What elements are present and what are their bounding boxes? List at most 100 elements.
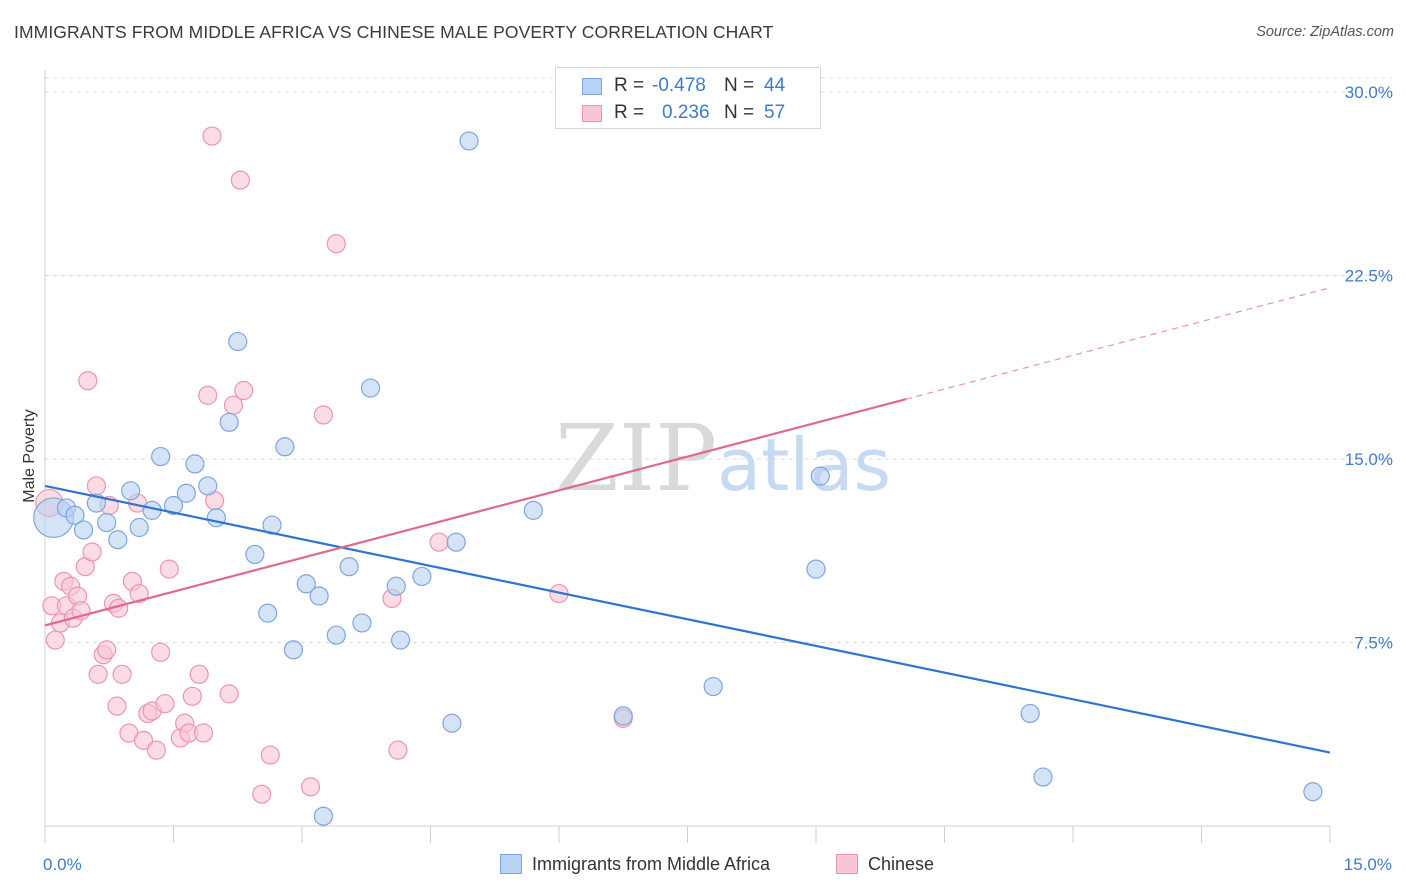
middle-africa-point: [121, 481, 141, 501]
legend-r-value: 0.236: [662, 102, 710, 123]
middle-africa-point: [326, 625, 346, 645]
correlation-legend: R = -0.478 N = 44 R = 0.236 N = 57: [555, 67, 821, 129]
chinese-point: [202, 126, 222, 146]
chinese-point: [155, 694, 175, 714]
middle-africa-point: [1033, 767, 1053, 787]
middle-africa-point: [275, 437, 295, 457]
chinese-point: [151, 642, 171, 662]
source-label: Source: ZipAtlas.com: [1256, 24, 1394, 40]
middle-africa-point: [339, 557, 359, 577]
middle-africa-point: [163, 495, 184, 516]
middle-africa-point: [65, 505, 85, 525]
middle-africa-point: [245, 544, 265, 565]
legend-r-label: R =: [614, 102, 645, 123]
chinese-point: [97, 640, 117, 660]
chinese-point: [182, 686, 202, 706]
chinese-point: [219, 684, 239, 704]
trend-line-dashed-1: [905, 287, 1331, 400]
middle-africa-point: [129, 517, 149, 538]
legend-n-value: 57: [764, 102, 786, 123]
chinese-point: [388, 740, 408, 760]
series-label-chinese: Chinese: [868, 853, 935, 874]
x-tick-label: 15.0%: [1344, 855, 1392, 874]
series-legend-chinese: Chinese: [836, 852, 934, 876]
middle-africa-point: [523, 500, 543, 520]
legend-swatch-pink: [582, 104, 602, 122]
trend-line-solid-1: [44, 398, 907, 627]
chinese-point: [129, 583, 149, 604]
y-axis-label: Male Poverty: [21, 409, 38, 502]
chinese-point: [234, 380, 254, 401]
series-swatch-pink: [836, 854, 858, 874]
x-tick-label: 0.0%: [43, 855, 82, 874]
tick-labels: 7.5% 15.0% 22.5% 30.0% 0.0% 15.0%: [43, 83, 1393, 874]
legend-row-chinese: R = 0.236 N = 57: [582, 99, 785, 127]
middle-africa-point: [198, 476, 218, 496]
chinese-point: [230, 170, 250, 190]
y-tick-label: 15.0%: [1345, 450, 1393, 469]
middle-africa-point: [309, 586, 329, 606]
middle-africa-point: [151, 446, 171, 467]
middle-africa-point: [185, 454, 205, 474]
chinese-point: [82, 542, 102, 562]
chinese-point: [252, 784, 272, 804]
chinese-point: [107, 696, 127, 716]
chinese-point: [159, 559, 179, 579]
middle-africa-point: [258, 603, 278, 623]
middle-africa-point: [108, 530, 128, 550]
chinese-points: [35, 126, 633, 804]
middle-africa-point: [283, 640, 304, 660]
middle-africa-point: [446, 532, 466, 552]
chinese-point: [300, 777, 321, 797]
chinese-point: [146, 740, 166, 760]
chinese-point: [45, 630, 65, 650]
middle-africa-point: [228, 331, 248, 352]
watermark-atlas: atlas: [717, 423, 891, 507]
middle-africa-point: [386, 576, 406, 596]
legend-r-value: -0.478: [652, 75, 706, 96]
middle-africa-point: [412, 566, 432, 587]
chinese-point: [260, 745, 280, 765]
chinese-point: [189, 664, 209, 684]
middle-africa-point: [703, 676, 723, 697]
legend-swatch-blue: [582, 77, 602, 95]
chinese-point: [198, 385, 218, 405]
middle-africa-point: [390, 630, 411, 650]
middle-africa-point: [1020, 703, 1040, 724]
middle-africa-points: [33, 131, 1323, 826]
chinese-point: [133, 730, 154, 750]
legend-n-value: 44: [764, 75, 786, 96]
middle-africa-point: [296, 574, 316, 594]
trend-line-0: [44, 484, 1331, 754]
chinese-point: [193, 723, 214, 743]
series-swatch-blue: [500, 854, 522, 874]
middle-africa-point: [806, 559, 826, 579]
watermark-zip: ZIP: [555, 405, 717, 512]
trend-lines: [44, 287, 1331, 754]
series-legend-middle-africa: Immigrants from Middle Africa: [500, 852, 770, 876]
middle-africa-point: [313, 806, 334, 826]
watermark: ZIP atlas: [555, 405, 891, 512]
axes: [44, 70, 1331, 843]
middle-africa-point: [176, 483, 196, 503]
legend-n-label: N =: [724, 102, 755, 123]
middle-africa-point: [219, 412, 239, 432]
middle-africa-point: [206, 508, 226, 528]
middle-africa-point: [73, 520, 94, 540]
chinese-point: [429, 532, 449, 552]
legend-n-label: N =: [724, 75, 755, 96]
chinese-point: [313, 405, 334, 425]
chinese-point: [112, 664, 132, 684]
middle-africa-point: [97, 513, 117, 533]
middle-africa-point: [1303, 782, 1323, 802]
middle-africa-point: [459, 131, 479, 151]
middle-africa-point: [613, 706, 633, 726]
chinese-point: [88, 664, 108, 684]
middle-africa-point: [360, 378, 381, 398]
chinese-point: [326, 234, 346, 254]
legend-row-middle-africa: R = -0.478 N = 44: [582, 72, 785, 100]
y-tick-label: 7.5%: [1354, 634, 1393, 653]
legend-r-label: R =: [614, 75, 645, 96]
middle-africa-point: [352, 613, 372, 633]
